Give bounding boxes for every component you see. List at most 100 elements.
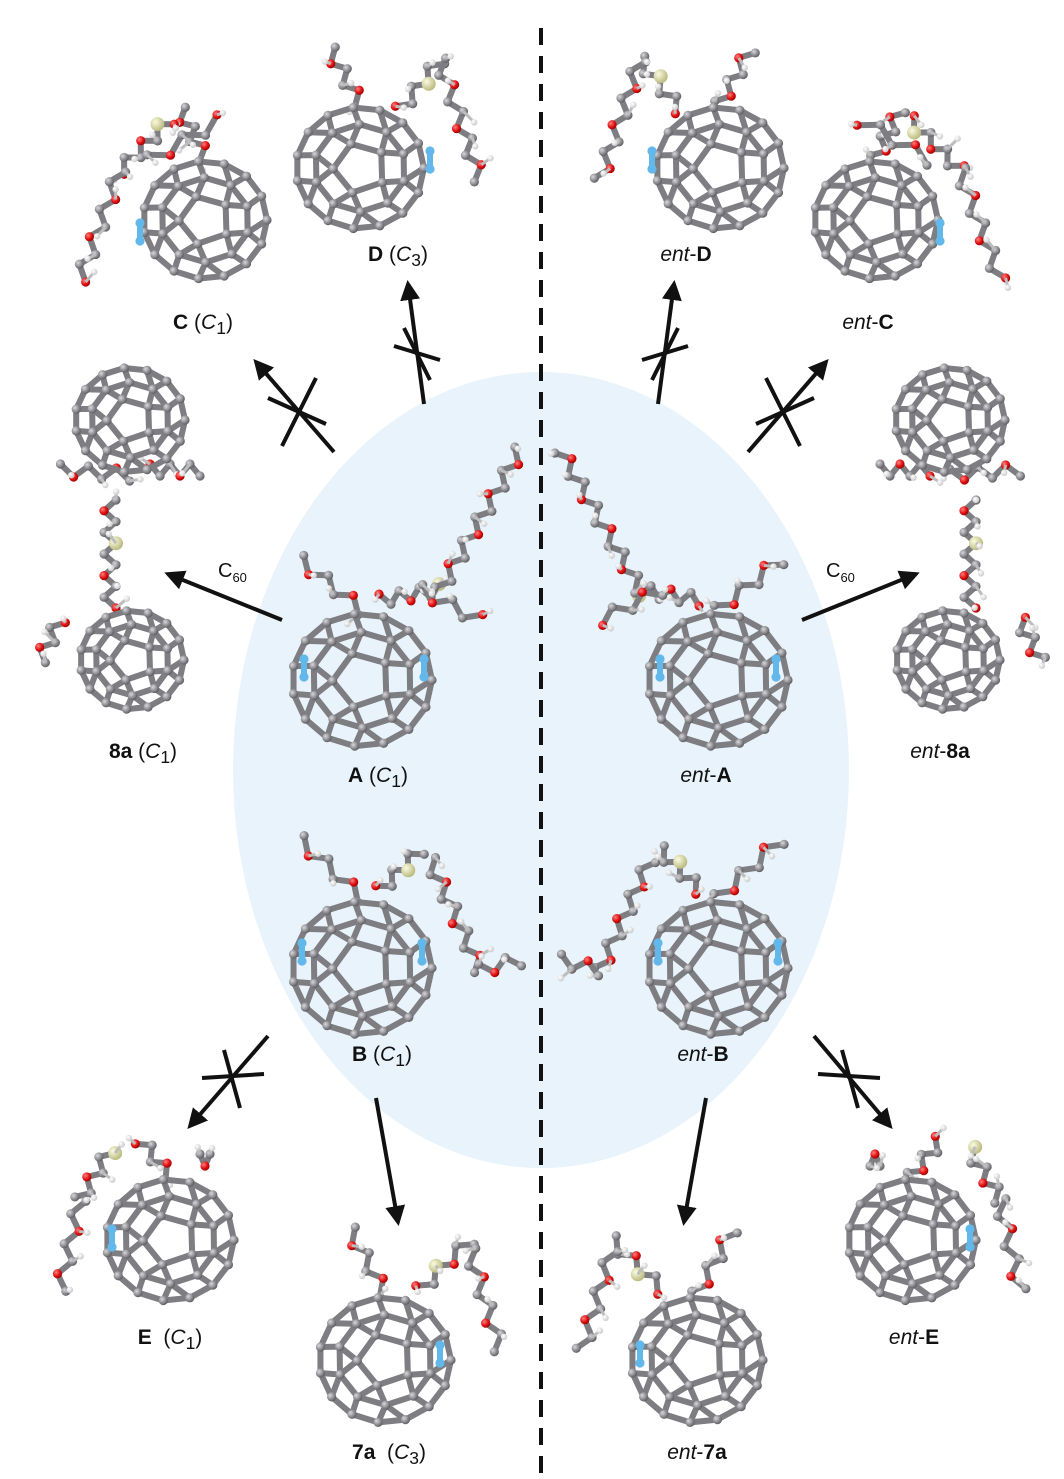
molecule-E xyxy=(52,1134,239,1306)
molecule-ent-8a-lower-chain-1 xyxy=(1015,612,1050,669)
molecule-ent-D-chain-2 xyxy=(589,57,651,183)
arrow-to-ent-C-blocked xyxy=(746,358,829,454)
molecule-8a-lower-chain-1 xyxy=(35,615,70,668)
label-7a: 7a (C3) xyxy=(352,1441,426,1469)
molecule-D xyxy=(292,42,494,234)
molecule-A-cage xyxy=(288,609,437,751)
molecule-ent-A-chain-3 xyxy=(598,586,669,632)
label-ent-7a: ent-7a xyxy=(667,1441,727,1464)
molecule-7a-chain-1 xyxy=(411,1233,479,1296)
molecule-E-chain-1 xyxy=(70,1141,125,1202)
arrow-to-7a xyxy=(374,1097,406,1226)
molecule-ent-7a-chain-0 xyxy=(687,1228,742,1296)
molecule-ent-E-chain-1 xyxy=(966,1139,1004,1208)
cross-D xyxy=(393,327,441,381)
molecule-8a-upper-cage xyxy=(71,363,190,477)
molecule-C-chain-2 xyxy=(74,167,134,287)
molecule-ent-8a-lower-cage xyxy=(892,606,1005,714)
molecule-ent-8a-lower xyxy=(892,495,1050,714)
molecule-ent-7a-nitrogen-0 xyxy=(635,1340,645,1368)
molecule-ent-E-nitrogen-0 xyxy=(965,1224,975,1252)
cross-C xyxy=(267,377,327,447)
reagent-label-right: C60 xyxy=(826,560,855,585)
label-ent-8a: ent-8a xyxy=(910,740,970,763)
molecule-ent-7a-chain-1 xyxy=(611,1231,668,1301)
molecule-ent-D-chain-0 xyxy=(710,48,760,106)
molecule-ent-D xyxy=(589,48,789,234)
molecules xyxy=(35,42,1050,1427)
molecule-ent-C-nitrogen-0 xyxy=(935,218,945,246)
molecule-ent-A-cage xyxy=(644,609,793,751)
cross-E xyxy=(201,1049,265,1109)
molecule-E-nitrogen-0 xyxy=(107,1224,117,1252)
molecule-ent-E-cage xyxy=(844,1174,981,1306)
molecule-ent-8a-chain-1 xyxy=(875,459,944,486)
molecule-ent-C-chain-1 xyxy=(907,111,974,172)
label-A: A (C1) xyxy=(348,764,408,792)
molecule-ent-8a-lower-chain-0 xyxy=(959,495,987,613)
molecule-ent-B-nitrogen-0 xyxy=(653,938,663,966)
arrows xyxy=(164,280,920,1226)
molecule-ent-8a-cage xyxy=(891,363,1010,477)
molecule-ent-A-nitrogen-0 xyxy=(655,654,665,682)
molecule-ent-A-chain-2 xyxy=(547,448,647,598)
molecule-C xyxy=(74,102,272,287)
cross-ent-D xyxy=(641,327,689,381)
molecule-ent-D-chain-1 xyxy=(638,51,682,119)
molecule-7a-nitrogen-0 xyxy=(435,1340,445,1368)
molecule-ent-B-chain-3 xyxy=(556,949,604,982)
molecule-B-cage xyxy=(288,897,437,1039)
molecule-C-nitrogen-0 xyxy=(135,218,145,246)
molecule-ent-7a-cage xyxy=(627,1293,768,1427)
molecule-A-nitrogen-0 xyxy=(299,654,309,682)
label-ent-B: ent-B xyxy=(677,1043,729,1066)
cross-ent-C xyxy=(755,377,815,447)
molecule-D-chain-0 xyxy=(321,42,364,116)
molecule-E-chain-3 xyxy=(194,1143,216,1171)
arrow-to-D-blocked xyxy=(400,280,426,405)
molecule-ent-7a xyxy=(571,1228,768,1427)
blocked-crosses xyxy=(201,327,881,1109)
molecule-D-cage xyxy=(292,102,429,234)
label-ent-D: ent-D xyxy=(660,243,712,266)
molecule-D-chain-2 xyxy=(434,53,494,187)
molecule-ent-A xyxy=(547,448,793,751)
label-ent-E: ent-E xyxy=(888,1326,940,1349)
molecule-A-chain-2 xyxy=(428,442,524,595)
arrow-to-ent-7a xyxy=(676,1097,708,1226)
arrow-to-E-blocked xyxy=(187,1034,270,1130)
label-C: C (C1) xyxy=(173,311,233,339)
molecule-E-chain-2 xyxy=(52,1196,91,1296)
molecule-8a-lower-chain-0 xyxy=(99,488,131,613)
label-ent-C: ent-C xyxy=(842,311,894,334)
label-E: E (C1) xyxy=(137,1326,203,1354)
molecule-A xyxy=(288,442,524,751)
reagent-label-left: C60 xyxy=(218,560,247,585)
molecule-ent-C-chain-3 xyxy=(848,120,932,170)
arrow-to-8a xyxy=(164,570,283,622)
molecule-A-nitrogen-1 xyxy=(419,654,429,682)
molecule-ent-8a xyxy=(875,363,1026,486)
molecule-D-nitrogen-0 xyxy=(425,146,435,174)
molecule-A-chain-3 xyxy=(418,580,494,623)
molecule-7a-chain-2 xyxy=(462,1243,508,1357)
molecule-E-cage xyxy=(102,1174,239,1306)
molecule-7a-chain-0 xyxy=(347,1222,389,1302)
molecule-ent-A-chain-0 xyxy=(703,560,789,610)
molecule-ent-7a-chain-2 xyxy=(571,1246,629,1353)
arrow-to-ent-8a xyxy=(801,570,920,622)
molecule-ent-B xyxy=(556,839,793,1039)
molecule-8a-lower-cage xyxy=(76,606,189,714)
molecule-C-chain-3 xyxy=(142,109,227,166)
molecule-ent-D-nitrogen-0 xyxy=(647,146,657,174)
molecule-C-cage xyxy=(139,156,272,284)
molecule-ent-C-chain-2 xyxy=(954,163,1012,291)
molecule-ent-B-nitrogen-1 xyxy=(773,938,783,966)
molecule-ent-D-cage xyxy=(652,102,789,234)
molecule-ent-B-cage xyxy=(644,897,793,1039)
molecule-8a-upper-chain-1 xyxy=(137,454,205,481)
molecule-ent-E xyxy=(844,1124,1033,1306)
molecule-ent-E-chain-0 xyxy=(902,1124,947,1183)
molecule-B-chain-2 xyxy=(425,852,495,978)
